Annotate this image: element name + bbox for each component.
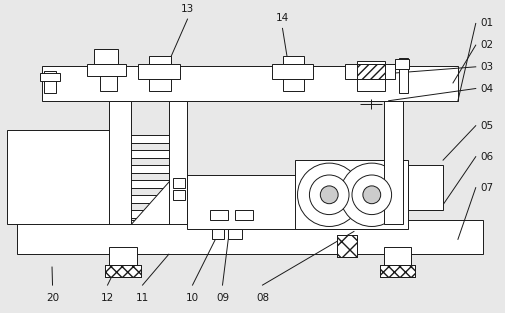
Text: 01: 01 (481, 18, 494, 28)
Bar (394, 59, 410, 69)
Circle shape (352, 175, 391, 215)
Bar (173, 190, 185, 200)
Bar (93, 49, 118, 64)
Text: 12: 12 (101, 293, 114, 303)
Text: 14: 14 (276, 13, 289, 23)
Bar (398, 58, 409, 93)
Text: 05: 05 (481, 121, 494, 131)
Bar (149, 61, 171, 91)
Bar (17, 219, 483, 254)
Bar (283, 61, 305, 91)
Bar (380, 265, 415, 277)
Bar (211, 210, 228, 219)
Bar (99, 61, 117, 91)
Bar (337, 235, 357, 257)
Bar (87, 64, 126, 76)
Text: 09: 09 (216, 293, 229, 303)
Bar (44, 71, 56, 93)
Bar (106, 265, 141, 277)
Bar (110, 150, 171, 158)
Bar (40, 73, 60, 81)
Bar (384, 101, 403, 224)
Bar (409, 165, 443, 210)
Circle shape (297, 163, 361, 227)
Bar (345, 64, 394, 79)
Circle shape (363, 186, 381, 204)
Bar (110, 101, 131, 224)
Bar (384, 247, 412, 267)
Bar (380, 265, 415, 277)
Bar (8, 131, 112, 224)
Bar (187, 175, 385, 229)
Text: 07: 07 (481, 183, 494, 193)
Bar (272, 64, 314, 79)
Text: 03: 03 (481, 62, 494, 72)
Bar (357, 64, 385, 79)
Polygon shape (131, 180, 171, 224)
Bar (213, 229, 224, 239)
Bar (110, 210, 171, 218)
Bar (110, 195, 171, 203)
Bar (357, 61, 385, 91)
Text: 11: 11 (136, 293, 149, 303)
Bar (173, 178, 185, 188)
Bar (337, 235, 357, 257)
Text: 06: 06 (481, 152, 494, 162)
Text: 10: 10 (186, 293, 199, 303)
Text: 04: 04 (481, 84, 494, 94)
Bar (138, 64, 180, 79)
Bar (42, 66, 458, 101)
Text: 13: 13 (181, 4, 194, 14)
Text: 08: 08 (256, 293, 269, 303)
Bar (235, 210, 253, 219)
Bar (110, 165, 171, 173)
Bar (169, 101, 187, 224)
Circle shape (320, 186, 338, 204)
Bar (106, 265, 141, 277)
Circle shape (310, 175, 349, 215)
Bar (283, 56, 305, 64)
Bar (228, 229, 242, 239)
Bar (110, 180, 171, 188)
Bar (110, 136, 171, 143)
Text: 20: 20 (46, 293, 59, 303)
Bar (110, 247, 137, 267)
Bar (294, 160, 409, 229)
Bar (149, 56, 171, 64)
Text: 02: 02 (481, 40, 494, 50)
Circle shape (340, 163, 403, 227)
